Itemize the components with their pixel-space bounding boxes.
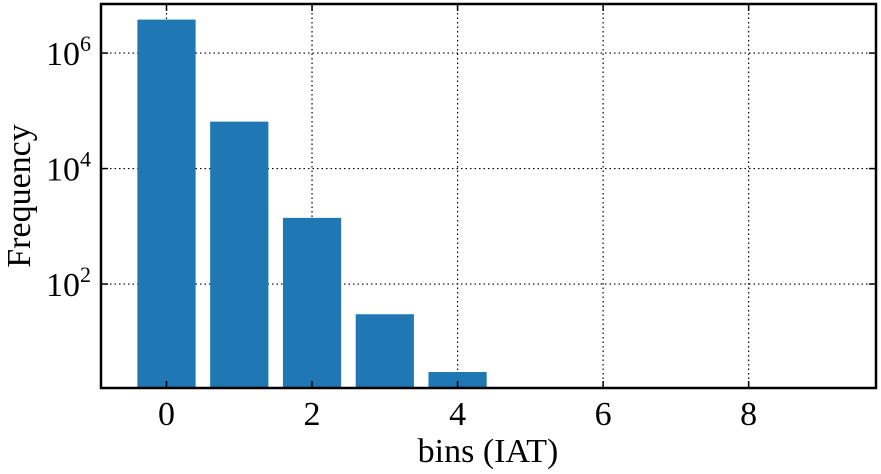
y-tick-label: 106 xyxy=(46,31,91,73)
bar xyxy=(210,121,269,389)
bar xyxy=(282,217,342,388)
bar xyxy=(355,314,414,388)
y-tick-label: 102 xyxy=(46,262,91,304)
tick-marks xyxy=(101,4,876,388)
plot-frame xyxy=(99,2,878,390)
x-axis-label: bins (IAT) xyxy=(418,433,559,470)
bar xyxy=(428,371,487,388)
x-tick-label: 2 xyxy=(304,396,321,433)
y-tick-labels: 106 104 102 xyxy=(46,31,91,304)
x-tick-label: 0 xyxy=(158,396,175,433)
x-tick-labels: 0 2 4 6 8 xyxy=(158,396,757,433)
y-tick-label: 104 xyxy=(46,147,91,189)
x-tick-label: 8 xyxy=(740,396,757,433)
x-tick-label: 6 xyxy=(595,396,612,433)
x-tick-label: 4 xyxy=(449,396,466,433)
bars xyxy=(137,19,487,389)
y-axis-label: Frequency xyxy=(1,124,38,268)
bar xyxy=(137,19,196,388)
